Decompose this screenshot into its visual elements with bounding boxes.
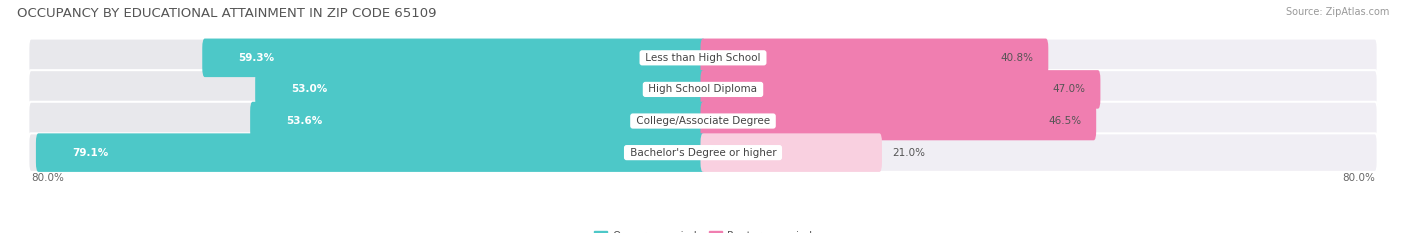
- Text: 47.0%: 47.0%: [1052, 84, 1085, 94]
- FancyBboxPatch shape: [700, 102, 1378, 140]
- FancyBboxPatch shape: [250, 102, 706, 140]
- Text: OCCUPANCY BY EDUCATIONAL ATTAINMENT IN ZIP CODE 65109: OCCUPANCY BY EDUCATIONAL ATTAINMENT IN Z…: [17, 7, 436, 20]
- Text: 80.0%: 80.0%: [1343, 173, 1375, 183]
- FancyBboxPatch shape: [28, 133, 706, 172]
- FancyBboxPatch shape: [28, 70, 706, 109]
- Text: Source: ZipAtlas.com: Source: ZipAtlas.com: [1285, 7, 1389, 17]
- Text: 53.0%: 53.0%: [291, 84, 328, 94]
- FancyBboxPatch shape: [700, 38, 1378, 77]
- Text: 59.3%: 59.3%: [239, 53, 274, 63]
- FancyBboxPatch shape: [700, 38, 1049, 77]
- Text: College/Associate Degree: College/Associate Degree: [633, 116, 773, 126]
- Text: 80.0%: 80.0%: [31, 173, 63, 183]
- Text: 79.1%: 79.1%: [72, 148, 108, 158]
- FancyBboxPatch shape: [202, 38, 706, 77]
- Text: 21.0%: 21.0%: [891, 148, 925, 158]
- Text: 53.6%: 53.6%: [287, 116, 322, 126]
- FancyBboxPatch shape: [28, 38, 706, 77]
- FancyBboxPatch shape: [700, 102, 1097, 140]
- FancyBboxPatch shape: [700, 70, 1101, 109]
- Text: Less than High School: Less than High School: [643, 53, 763, 63]
- FancyBboxPatch shape: [700, 133, 882, 172]
- FancyBboxPatch shape: [28, 102, 706, 140]
- FancyBboxPatch shape: [37, 133, 706, 172]
- Text: Bachelor's Degree or higher: Bachelor's Degree or higher: [627, 148, 779, 158]
- Text: High School Diploma: High School Diploma: [645, 84, 761, 94]
- Text: 46.5%: 46.5%: [1047, 116, 1081, 126]
- FancyBboxPatch shape: [700, 133, 1378, 172]
- Legend: Owner-occupied, Renter-occupied: Owner-occupied, Renter-occupied: [591, 227, 815, 233]
- FancyBboxPatch shape: [700, 70, 1378, 109]
- Text: 40.8%: 40.8%: [1000, 53, 1033, 63]
- FancyBboxPatch shape: [256, 70, 706, 109]
